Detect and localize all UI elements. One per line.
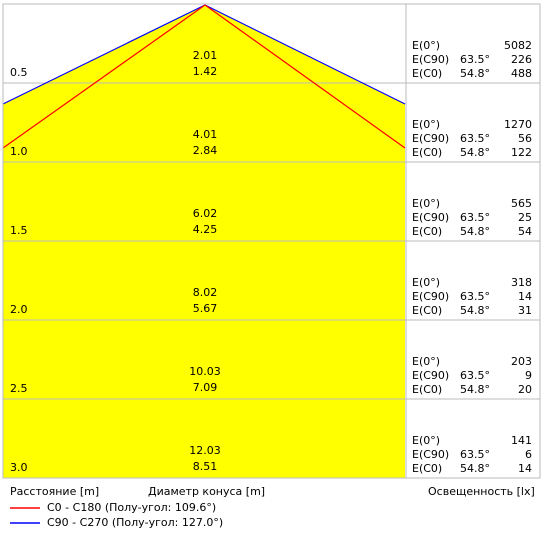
angle: 54.8° xyxy=(460,67,490,80)
illuminance-label: E(0°) xyxy=(412,197,440,210)
frame xyxy=(2,3,541,479)
distance: 0.5 xyxy=(10,66,28,79)
illuminance-label: E(C0) xyxy=(412,67,442,80)
illuminance-value: 14 xyxy=(518,462,532,475)
angle: 54.8° xyxy=(460,225,490,238)
c90-cone-line xyxy=(2,4,206,105)
illuminance-value: 56 xyxy=(518,132,532,145)
angle: 63.5° xyxy=(460,290,490,303)
footer-label: Расстояние [m] xyxy=(10,485,99,498)
illuminance-value: 141 xyxy=(511,434,532,447)
illuminance-label: E(C0) xyxy=(412,304,442,317)
c90-cone-line xyxy=(204,4,406,105)
angle: 63.5° xyxy=(460,53,490,66)
angle: 54.8° xyxy=(460,462,490,475)
legend-label: C90 - C270 (Полу-угол: 127.0°) xyxy=(47,516,223,529)
illuminance-label: E(0°) xyxy=(412,355,440,368)
illuminance-label: E(C0) xyxy=(412,146,442,159)
diameter: 12.03 xyxy=(189,444,221,457)
footer-label: Освещенность [lx] xyxy=(428,485,535,498)
angle: 63.5° xyxy=(460,448,490,461)
illuminance-label: E(C90) xyxy=(412,132,449,145)
angle: 63.5° xyxy=(460,369,490,382)
diameter: 8.02 xyxy=(193,286,218,299)
illuminance-value: 226 xyxy=(511,53,532,66)
diameter: 10.03 xyxy=(189,365,221,378)
angle: 63.5° xyxy=(460,211,490,224)
c0-cone-line xyxy=(2,4,206,149)
illuminance-value: 6 xyxy=(525,448,532,461)
illuminance-value: 14 xyxy=(518,290,532,303)
distance: 1.0 xyxy=(10,145,28,158)
diameter: 2.01 xyxy=(193,49,218,62)
angle: 54.8° xyxy=(460,146,490,159)
angle: 63.5° xyxy=(460,132,490,145)
distance: 3.0 xyxy=(10,461,28,474)
distance: 2.0 xyxy=(10,303,28,316)
illuminance-label: E(0°) xyxy=(412,434,440,447)
diameter: 4.01 xyxy=(193,128,218,141)
c0-cone-line xyxy=(204,4,406,149)
diameter: 5.67 xyxy=(193,302,218,315)
illuminance-value: 25 xyxy=(518,211,532,224)
illuminance-value: 20 xyxy=(518,383,532,396)
distance: 2.5 xyxy=(10,382,28,395)
illuminance-label: E(C90) xyxy=(412,448,449,461)
illuminance-label: E(0°) xyxy=(412,39,440,52)
footer-label: Диаметр конуса [m] xyxy=(148,485,265,498)
illuminance-label: E(C90) xyxy=(412,53,449,66)
diameter: 8.51 xyxy=(193,460,218,473)
illuminance-value: 203 xyxy=(511,355,532,368)
diameter: 6.02 xyxy=(193,207,218,220)
illuminance-value: 5082 xyxy=(504,39,532,52)
illuminance-value: 1270 xyxy=(504,118,532,131)
angle: 54.8° xyxy=(460,304,490,317)
illuminance-label: E(0°) xyxy=(412,276,440,289)
illuminance-label: E(0°) xyxy=(412,118,440,131)
angle: 54.8° xyxy=(460,383,490,396)
illuminance-value: 54 xyxy=(518,225,532,238)
illuminance-value: 565 xyxy=(511,197,532,210)
illuminance-value: 318 xyxy=(511,276,532,289)
illuminance-label: E(C90) xyxy=(412,211,449,224)
illuminance-value: 488 xyxy=(511,67,532,80)
illuminance-value: 122 xyxy=(511,146,532,159)
diameter: 1.42 xyxy=(193,65,218,78)
illuminance-label: E(C90) xyxy=(412,290,449,303)
illuminance-label: E(C0) xyxy=(412,225,442,238)
diameter: 4.25 xyxy=(193,223,218,236)
distance: 1.5 xyxy=(10,224,28,237)
illuminance-value: 9 xyxy=(525,369,532,382)
illuminance-value: 31 xyxy=(518,304,532,317)
legend-label: C0 - C180 (Полу-угол: 109.6°) xyxy=(47,501,216,514)
illuminance-label: E(C0) xyxy=(412,383,442,396)
diameter: 7.09 xyxy=(193,381,218,394)
illuminance-label: E(C0) xyxy=(412,462,442,475)
diameter: 2.84 xyxy=(193,144,218,157)
illuminance-label: E(C90) xyxy=(412,369,449,382)
